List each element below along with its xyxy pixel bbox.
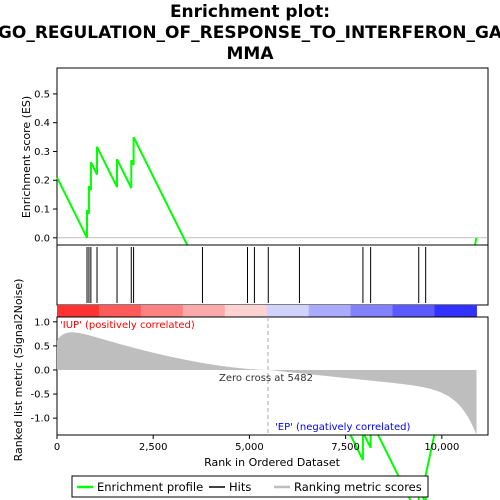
x-axis-label: Rank in Ordered Dataset [204,456,341,469]
band-segment [392,305,436,317]
band-segment [434,305,477,317]
negative-correlation-label: 'EP' (negatively correlated) [275,422,410,433]
metric-y-tick-label: 0.0 [34,365,50,376]
title-line-2: GO_REGULATION_OF_RESPONSE_TO_INTERFERON_… [0,23,500,43]
x-tick-label: 2,500 [139,442,168,453]
es-y-axis: 0.0 0.1 0.2 0.3 0.4 0.5 [34,89,57,244]
band-segment [224,305,268,317]
metric-y-tick-label: -1.0 [30,414,50,425]
x-tick-label: 5,000 [235,442,264,453]
hits-panel-frame [56,244,489,306]
band-segment [350,305,394,317]
es-y-axis-label: Enrichment score (ES) [20,96,33,218]
band-segment [98,305,142,317]
es-y-tick-label: 0.5 [34,89,50,100]
legend: Enrichment profile Hits Ranking metric s… [71,475,429,498]
band-segment [266,305,310,317]
band-segment [140,305,184,317]
x-tick-label: 0 [54,442,60,453]
metric-x-axis: 0 2,500 5,000 7,500 10,000 [54,435,459,453]
metric-y-tick-label: 1.0 [34,317,50,328]
es-y-tick-label: 0.3 [34,147,50,158]
rank-color-band [57,305,477,317]
es-y-tick-label: 0.4 [34,118,50,129]
band-segment [308,305,352,317]
hit-markers [86,247,427,303]
title-line-3: MMA [227,44,275,64]
ranking-metric-area [57,332,477,435]
positive-correlation-label: 'IUP' (positively correlated) [60,320,195,331]
legend-ranking-label: Ranking metric scores [294,480,422,494]
legend-enrichment-label: Enrichment profile [97,480,203,494]
es-panel-frame [56,67,489,246]
es-y-tick-label: 0.0 [34,233,50,244]
metric-y-axis-label: Ranked list metric (Signal2Noise) [12,279,25,462]
metric-y-axis: 1.0 0.5 0.0 -0.5 -1.0 [30,317,57,425]
es-y-tick-label: 0.1 [34,205,50,216]
legend-box [71,475,429,498]
es-y-tick-label: 0.2 [34,176,50,187]
zero-cross-label: Zero cross at 5482 [219,373,313,384]
metric-y-tick-label: 0.5 [34,341,50,352]
x-tick-label: 10,000 [424,442,459,453]
band-segment [57,305,100,317]
metric-y-tick-label: -0.5 [30,390,50,401]
title-line-1: Enrichment plot: [170,2,330,22]
legend-hits-label: Hits [229,480,251,494]
band-segment [182,305,226,317]
x-tick-label: 7,500 [331,442,360,453]
